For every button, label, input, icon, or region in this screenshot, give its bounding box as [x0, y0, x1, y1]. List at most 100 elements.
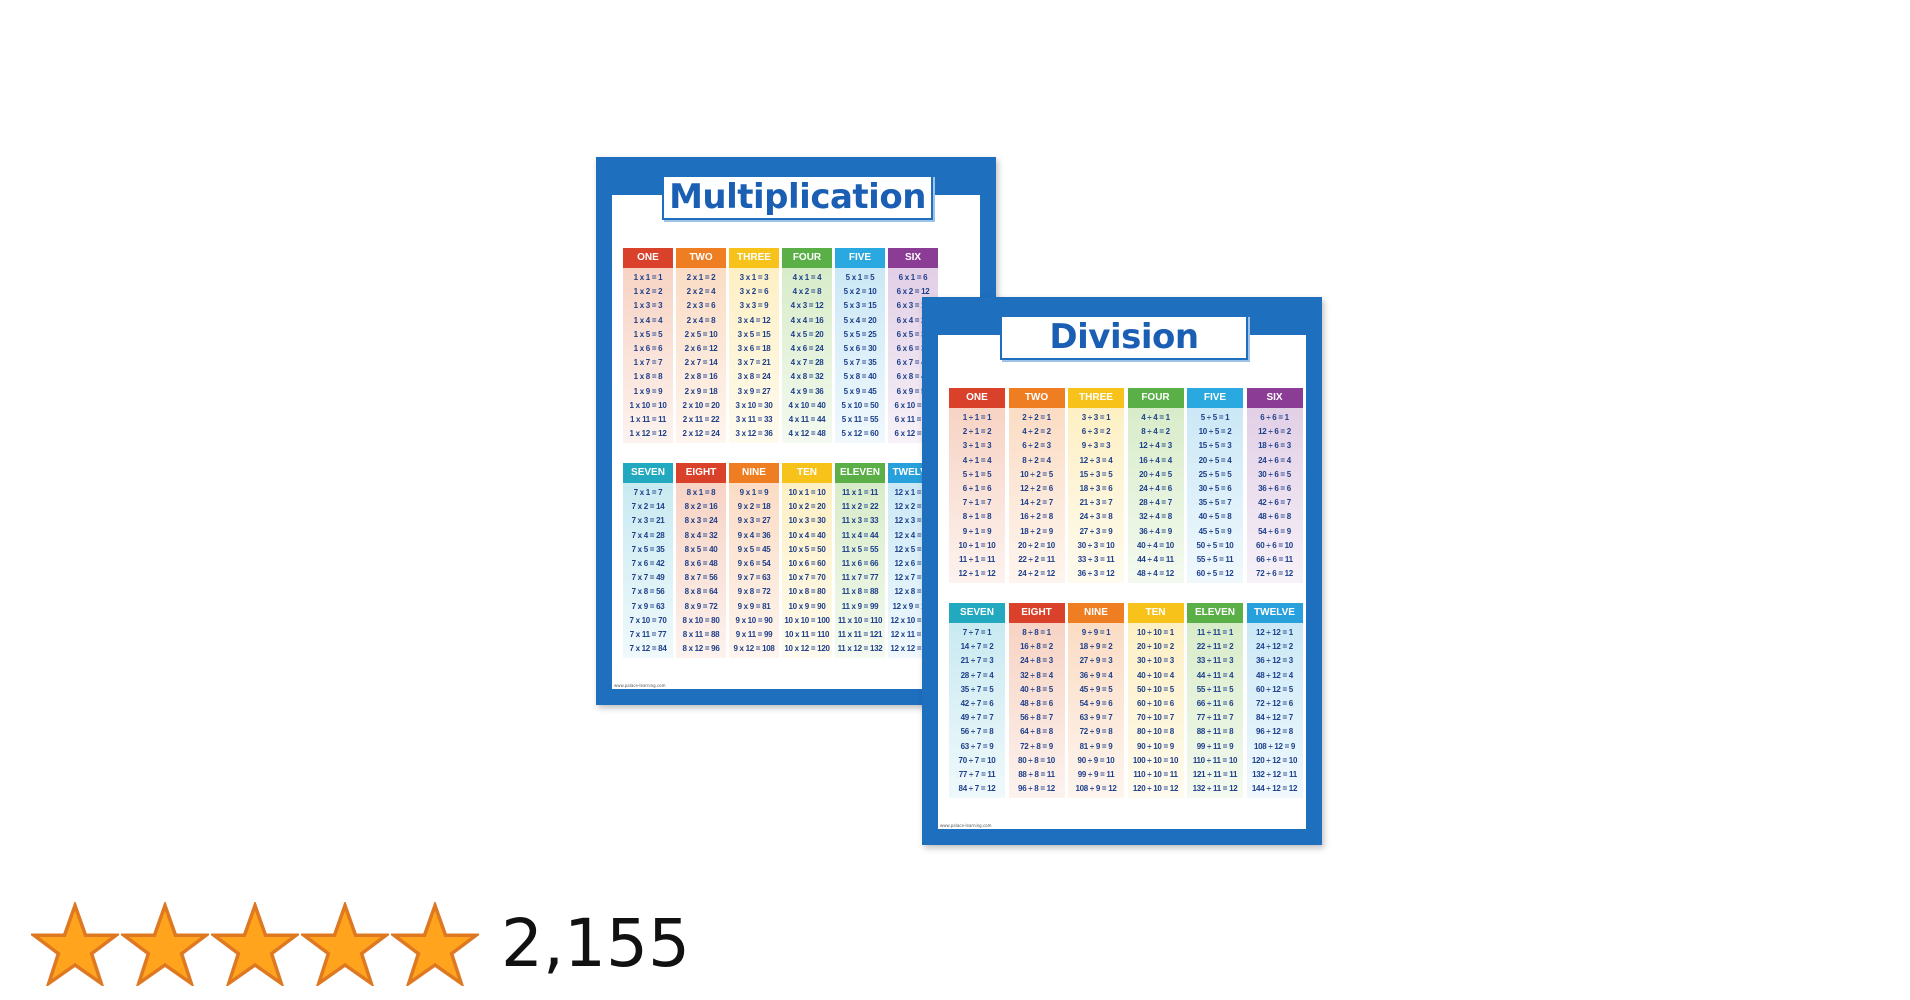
table-column-nine: NINE 9 x 1 = 9 9 x 2 = 18 9 x 3 = 27 9 x 4 =…	[729, 463, 779, 659]
equation: 20 ÷ 2 = 10	[1018, 540, 1055, 550]
equation: 60 ÷ 12 = 5	[1256, 684, 1293, 694]
table-column-nine: NINE 9 ÷ 9 = 1 18 ÷ 9 = 2 27 ÷ 9 = 3 36 ÷ 9 …	[1068, 603, 1124, 799]
equation: 2 x 5 = 10	[684, 329, 718, 339]
column-body: 9 ÷ 9 = 1 18 ÷ 9 = 2 27 ÷ 9 = 3 36 ÷ 9 = 4 4…	[1068, 623, 1124, 799]
column-header: FIVE	[835, 248, 885, 268]
equation: 3 x 10 = 30	[735, 400, 773, 410]
table-column-four: FOUR 4 ÷ 4 = 1 8 ÷ 4 = 2 12 ÷ 4 = 3 16 ÷ 4 =…	[1127, 388, 1184, 584]
equation: 2 ÷ 2 = 1	[1022, 413, 1051, 422]
equation: 11 x 8 = 88	[841, 587, 879, 597]
equation: 10 x 9 = 90	[788, 601, 826, 611]
equation: 7 x 2 = 14	[631, 502, 665, 512]
equation: 16 ÷ 4 = 4	[1139, 455, 1172, 465]
column-body: 1 ÷ 1 = 1 2 ÷ 1 = 2 3 ÷ 1 = 3 4 ÷ 1 = 4 5 ÷ …	[949, 408, 1005, 584]
star-icon	[121, 902, 209, 986]
equation: 108 ÷ 12 = 9	[1253, 741, 1296, 751]
equation: 40 ÷ 5 = 8	[1198, 512, 1232, 522]
equation: 9 x 12 = 108	[733, 644, 775, 654]
equation: 9 ÷ 3 = 3	[1081, 441, 1111, 451]
equation: 10 x 7 = 70	[788, 573, 826, 583]
equation: 32 ÷ 8 = 4	[1020, 670, 1053, 680]
equation: 4 x 10 = 40	[788, 400, 826, 410]
equation: 18 ÷ 9 = 2	[1079, 642, 1113, 652]
equation: 132 ÷ 12 = 11	[1252, 769, 1297, 779]
equation: 120 ÷ 10 = 12	[1132, 784, 1179, 794]
column-header: NINE	[729, 463, 779, 483]
equation: 36 ÷ 3 = 12	[1077, 569, 1115, 579]
equation: 1 x 2 = 2	[633, 287, 663, 297]
equation: 18 ÷ 3 = 6	[1079, 483, 1113, 493]
equation: 11 x 12 = 132	[837, 644, 883, 654]
table-column-three: THREE 3 ÷ 3 = 1 6 ÷ 3 = 2 9 ÷ 3 = 3 12 ÷ 3 =…	[1068, 388, 1124, 584]
equation: 12 x 5 = 60	[894, 544, 932, 554]
table-column-one: ONE 1 ÷ 1 = 1 2 ÷ 1 = 2 3 ÷ 1 = 3 4 ÷ 1 = 4 5…	[949, 388, 1005, 584]
equation: 5 x 6 = 30	[843, 343, 877, 353]
star-icon	[391, 902, 479, 986]
equation: 9 ÷ 9 = 1	[1081, 628, 1111, 637]
equation: 12 ÷ 6 = 2	[1258, 427, 1291, 437]
equation: 5 x 1 = 5	[845, 273, 875, 282]
table-column-six: SIX 6 ÷ 6 = 1 12 ÷ 6 = 2 18 ÷ 6 = 3 24 ÷ 6 =…	[1246, 388, 1303, 584]
equation: 2 ÷ 1 = 2	[962, 427, 992, 437]
star-icon	[31, 902, 119, 986]
equation: 2 x 11 = 22	[682, 414, 720, 424]
equation: 10 x 5 = 50	[788, 544, 826, 554]
equation: 6 x 10 = 60	[894, 400, 932, 410]
column-header: TWELVE	[1246, 603, 1303, 623]
equation: 12 x 9 = 108	[892, 601, 934, 611]
equation: 8 x 6 = 48	[684, 558, 718, 568]
equation: 5 x 8 = 40	[843, 372, 877, 382]
column-header: SIX	[888, 248, 938, 268]
column-header: SEVEN	[949, 603, 1005, 623]
column-body: 10 x 1 = 10 10 x 2 = 20 10 x 3 = 30 10 x 4 …	[782, 483, 832, 659]
equation: 3 x 12 = 36	[735, 429, 773, 439]
equation: 3 x 5 = 15	[737, 329, 771, 339]
equation: 6 ÷ 3 = 2	[1081, 427, 1111, 437]
equation: 10 ÷ 2 = 5	[1020, 469, 1053, 479]
table-column-ten: TEN 10 x 1 = 10 10 x 2 = 20 10 x 3 = 30 10 x…	[782, 463, 832, 659]
equation: 4 x 7 = 28	[790, 358, 824, 368]
equation: 14 ÷ 2 = 7	[1020, 498, 1053, 508]
equation: 7 ÷ 7 = 1	[962, 628, 992, 637]
equation: 30 ÷ 6 = 5	[1258, 469, 1291, 479]
column-header: TEN	[782, 463, 832, 483]
equation: 66 ÷ 11 = 6	[1196, 698, 1234, 708]
equation: 35 ÷ 5 = 7	[1198, 498, 1232, 508]
equation: 4 x 9 = 36	[790, 386, 824, 396]
equation: 24 ÷ 12 = 2	[1256, 642, 1293, 652]
equation: 99 ÷ 11 = 9	[1196, 741, 1234, 751]
column-header: TWO	[676, 248, 726, 268]
equation: 12 x 7 = 84	[894, 573, 932, 583]
equation: 22 ÷ 2 = 11	[1018, 554, 1055, 564]
column-header: ONE	[949, 388, 1005, 408]
column-body: 5 x 1 = 5 5 x 2 = 10 5 x 3 = 15 5 x 4 = 20 5…	[835, 268, 885, 444]
poster-title: Division	[1000, 315, 1248, 360]
equation: 54 ÷ 9 = 6	[1079, 698, 1113, 708]
table-column-seven: SEVEN 7 ÷ 7 = 1 14 ÷ 7 = 2 21 ÷ 7 = 3 28 ÷ 7…	[949, 603, 1005, 799]
equation: 6 x 7 = 42	[896, 358, 930, 368]
equation: 1 x 6 = 6	[633, 343, 663, 353]
equation: 12 x 3 = 36	[894, 516, 932, 526]
column-body: 7 x 1 = 7 7 x 2 = 14 7 x 3 = 21 7 x 4 = 28 7…	[623, 483, 673, 659]
equation: 4 x 11 = 44	[788, 414, 826, 424]
column-body: 8 x 1 = 8 8 x 2 = 16 8 x 3 = 24 8 x 4 = 32 8…	[676, 483, 726, 659]
equation: 55 ÷ 11 = 5	[1196, 684, 1234, 694]
equation: 8 x 9 = 72	[684, 601, 718, 611]
equation: 8 x 5 = 40	[684, 544, 718, 554]
equation: 9 x 1 = 9	[739, 488, 769, 497]
equation: 110 ÷ 11 = 10	[1192, 755, 1238, 765]
equation: 16 ÷ 2 = 8	[1020, 512, 1053, 522]
equation: 1 x 8 = 8	[633, 372, 663, 382]
star-rating[interactable]: 2,155	[31, 902, 690, 986]
equation: 10 x 11 = 110	[784, 629, 830, 639]
equation: 21 ÷ 3 = 7	[1079, 498, 1113, 508]
equation: 2 x 7 = 14	[684, 358, 718, 368]
equation: 90 ÷ 9 = 10	[1077, 755, 1115, 765]
equation: 20 ÷ 10 = 2	[1137, 642, 1174, 652]
column-body: 4 ÷ 4 = 1 8 ÷ 4 = 2 12 ÷ 4 = 3 16 ÷ 4 = 4 20…	[1127, 408, 1184, 584]
equation: 4 x 1 = 4	[792, 273, 822, 282]
equation: 5 x 5 = 25	[843, 329, 877, 339]
column-body: 1 x 1 = 1 1 x 2 = 2 1 x 3 = 3 1 x 4 = 4 1 x …	[623, 268, 673, 444]
equation: 80 ÷ 10 = 8	[1137, 727, 1174, 737]
rating-count[interactable]: 2,155	[501, 905, 690, 982]
